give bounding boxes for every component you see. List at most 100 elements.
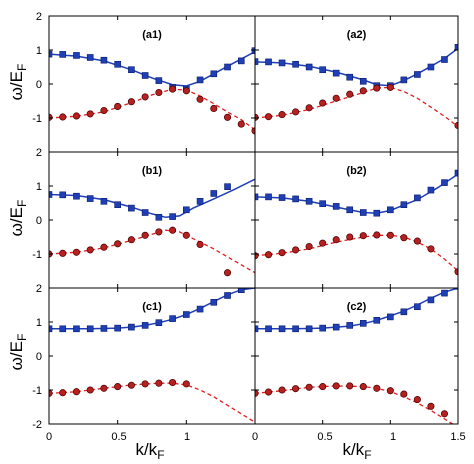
panel-label-a2: (a2) xyxy=(347,29,367,41)
x-tick-label: 0.5 xyxy=(111,431,126,443)
upper-marker-a1 xyxy=(141,72,149,79)
upper-marker-a1 xyxy=(196,76,204,84)
lower-marker-c2 xyxy=(264,388,273,396)
lower-fit-line-a2 xyxy=(255,86,458,128)
upper-marker-c1 xyxy=(141,322,149,329)
upper-marker-a2 xyxy=(305,63,313,71)
lower-marker-a1 xyxy=(86,110,94,118)
y-tick-label: 2 xyxy=(36,11,42,23)
lower-marker-a1 xyxy=(59,113,67,121)
lower-marker-a1 xyxy=(196,95,204,103)
plot-area-a2 xyxy=(255,43,458,130)
lower-marker-a1 xyxy=(127,98,135,106)
lower-marker-c2 xyxy=(386,387,394,395)
panel-label-b1: (b1) xyxy=(142,165,163,177)
upper-marker-c1 xyxy=(73,325,80,333)
lower-marker-b1 xyxy=(141,231,149,239)
upper-marker-b1 xyxy=(128,204,135,212)
lower-marker-a2 xyxy=(292,108,300,116)
lower-marker-c1 xyxy=(49,389,53,397)
lower-marker-b2 xyxy=(332,236,340,244)
lower-marker-b2 xyxy=(264,251,273,259)
panel-c1: (c1) xyxy=(48,287,256,425)
upper-marker-b2 xyxy=(387,206,394,214)
upper-marker-b1 xyxy=(183,206,190,214)
lower-marker-c2 xyxy=(373,384,381,392)
lower-marker-c1 xyxy=(182,380,190,388)
upper-marker-c1 xyxy=(49,325,53,333)
lower-marker-a1 xyxy=(100,106,108,115)
upper-marker-b2 xyxy=(454,169,458,177)
panel-c2: (c2) xyxy=(254,287,459,425)
lower-marker-b1 xyxy=(114,240,122,248)
upper-marker-b1 xyxy=(86,195,94,202)
lower-marker-a1 xyxy=(251,127,255,135)
upper-marker-a1 xyxy=(237,57,245,65)
lower-marker-c2 xyxy=(332,382,340,390)
x-tick-label: 0 xyxy=(252,431,258,443)
upper-marker-b1 xyxy=(59,191,67,199)
upper-marker-c1 xyxy=(196,305,204,313)
upper-marker-a1 xyxy=(251,47,255,54)
y-tick-label: 1 xyxy=(36,45,42,57)
lower-marker-c2 xyxy=(440,410,449,418)
upper-marker-a2 xyxy=(346,73,354,81)
lower-marker-a2 xyxy=(278,111,286,119)
lower-marker-b1 xyxy=(100,243,108,251)
upper-marker-b1 xyxy=(73,192,80,200)
plot-area-c1 xyxy=(49,288,255,423)
lower-marker-c1 xyxy=(155,379,163,387)
lower-marker-a1 xyxy=(114,102,122,110)
lower-marker-a1 xyxy=(72,112,81,120)
lower-marker-b1 xyxy=(72,248,81,256)
x-tick-label: 1 xyxy=(184,431,190,443)
lower-marker-c2 xyxy=(278,386,286,394)
lower-marker-c2 xyxy=(346,382,354,390)
upper-marker-b2 xyxy=(265,193,272,201)
upper-marker-a2 xyxy=(454,43,458,51)
lower-marker-c1 xyxy=(114,383,122,391)
upper-marker-c1 xyxy=(114,324,121,332)
upper-marker-b1 xyxy=(141,209,149,216)
upper-fit-line-b1 xyxy=(49,178,255,219)
lower-marker-c2 xyxy=(292,385,300,393)
upper-marker-a1 xyxy=(224,63,231,71)
upper-marker-c2 xyxy=(454,288,458,290)
upper-marker-b2 xyxy=(373,209,381,217)
plot-area-c2 xyxy=(255,288,458,424)
ylabel-row3: ω/EF xyxy=(7,334,29,371)
upper-marker-a1 xyxy=(73,52,80,59)
lower-marker-c1 xyxy=(86,386,94,394)
x-tick-label: 1.5 xyxy=(450,431,465,443)
upper-marker-c2 xyxy=(441,289,448,297)
plot-area-a1 xyxy=(49,47,255,135)
lower-marker-a1 xyxy=(223,113,232,121)
x-tick-label: 1 xyxy=(390,431,396,443)
lower-marker-a1 xyxy=(155,88,163,97)
upper-marker-b2 xyxy=(305,198,313,205)
panel-label-c2: (c2) xyxy=(347,301,367,313)
y-tick-label: 0 xyxy=(36,351,42,363)
y-tick-label: -1 xyxy=(32,113,42,125)
plot-area-b1 xyxy=(49,178,255,277)
lower-marker-c2 xyxy=(359,383,367,391)
upper-marker-c2 xyxy=(292,325,299,333)
upper-marker-c2 xyxy=(387,313,394,321)
upper-marker-b1 xyxy=(210,190,218,197)
upper-marker-c1 xyxy=(155,319,163,326)
lower-marker-b2 xyxy=(373,231,381,239)
upper-marker-c2 xyxy=(332,323,340,331)
upper-marker-b2 xyxy=(427,186,435,194)
upper-marker-c2 xyxy=(278,325,286,333)
lower-marker-c2 xyxy=(319,383,327,391)
upper-marker-b2 xyxy=(255,193,259,201)
lower-marker-b2 xyxy=(319,239,327,247)
upper-marker-a1 xyxy=(59,51,67,58)
upper-marker-b1 xyxy=(155,213,163,221)
upper-marker-a2 xyxy=(255,58,259,65)
upper-marker-c1 xyxy=(224,292,231,299)
lower-marker-a1 xyxy=(49,113,53,121)
y-tick-label: 1 xyxy=(36,181,42,193)
lower-marker-b2 xyxy=(278,249,286,257)
panel-label-a1: (a1) xyxy=(142,29,162,41)
